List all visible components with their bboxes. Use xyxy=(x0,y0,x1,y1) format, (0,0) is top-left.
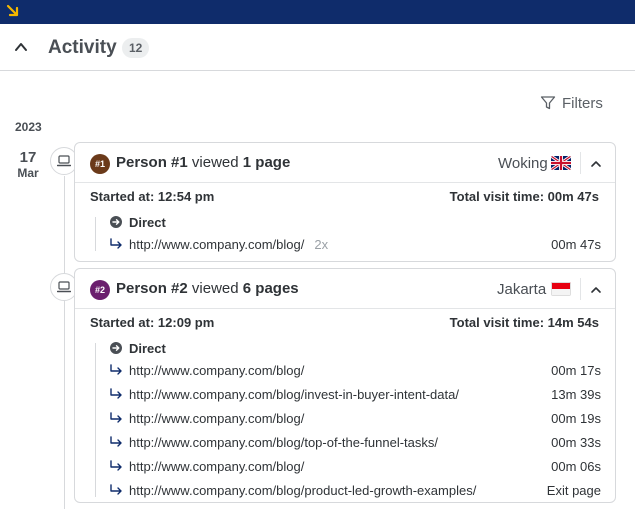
corner-arrow-icon xyxy=(110,460,122,471)
pages-count: 1 page xyxy=(242,154,291,171)
person-avatar-badge: #1 xyxy=(90,154,110,174)
activity-header: Activity 12 xyxy=(0,24,635,71)
page-row: http://www.company.com/blog/2x 00m 47s xyxy=(109,235,601,255)
top-bar xyxy=(0,0,635,24)
laptop-icon xyxy=(57,155,71,167)
person-name: Person #2 xyxy=(116,280,188,297)
timeline-date: 17 Mar xyxy=(14,149,42,180)
arrow-circle-right-icon xyxy=(110,342,122,354)
timeline-day: 17 xyxy=(19,149,37,166)
person-name: Person #1 xyxy=(116,154,188,171)
arrow-down-right-icon[interactable] xyxy=(6,4,20,18)
page-row: http://www.company.com/blog/ 00m 06s xyxy=(109,457,601,477)
page-duration: 00m 06s xyxy=(551,459,601,474)
page-duration: 00m 17s xyxy=(551,363,601,378)
timeline-month: Mar xyxy=(17,166,39,180)
page-list-line xyxy=(95,343,96,497)
visit-city: Jakarta xyxy=(497,281,547,298)
source-label: Direct xyxy=(129,215,166,230)
page-url[interactable]: http://www.company.com/blog/ xyxy=(129,363,305,378)
corner-arrow-icon xyxy=(110,436,122,447)
page-url[interactable]: http://www.company.com/blog/invest-in-bu… xyxy=(129,387,459,402)
visit-card-header[interactable]: #2 Person #2 viewed 6 pages Jakarta xyxy=(75,269,615,309)
source-row: Direct xyxy=(109,213,601,233)
exit-page-label: Exit page xyxy=(546,483,601,498)
visit-card-header[interactable]: #1 Person #1 viewed 1 page Woking xyxy=(75,143,615,183)
visit-summary: Person #1 viewed 1 page xyxy=(116,154,290,171)
visit-verb: viewed xyxy=(191,280,239,297)
visit-city: Woking xyxy=(498,155,548,172)
page-duration: 00m 47s xyxy=(551,237,601,252)
visit-summary: Person #2 viewed 6 pages xyxy=(116,280,299,297)
page-url[interactable]: http://www.company.com/blog/ xyxy=(129,459,305,474)
source-label: Direct xyxy=(129,341,166,356)
uk-flag-icon xyxy=(551,156,571,170)
visit-start: Started at: 12:09 pm xyxy=(90,315,215,330)
page-row: http://www.company.com/blog/top-of-the-f… xyxy=(109,433,601,453)
filters-label: Filters xyxy=(562,94,603,112)
page-url[interactable]: http://www.company.com/blog/2x xyxy=(129,237,329,252)
page-duration: 00m 19s xyxy=(551,411,601,426)
filters-button[interactable]: Filters xyxy=(540,93,603,113)
visit-node xyxy=(50,147,78,175)
visit-verb: viewed xyxy=(191,154,239,171)
laptop-icon xyxy=(57,281,71,293)
visit-card: #1 Person #1 viewed 1 page Woking Starte… xyxy=(74,142,616,262)
visit-start: Started at: 12:54 pm xyxy=(90,189,215,204)
visit-repeat-count: 2x xyxy=(314,237,329,252)
page-duration: 00m 33s xyxy=(551,435,601,450)
corner-arrow-icon xyxy=(110,364,122,375)
timeline-line xyxy=(64,176,65,509)
corner-arrow-icon xyxy=(110,388,122,399)
page-duration: 13m 39s xyxy=(551,387,601,402)
page-row: http://www.company.com/blog/invest-in-bu… xyxy=(109,385,601,405)
visit-card: #2 Person #2 viewed 6 pages Jakarta Star… xyxy=(74,268,616,503)
page-url[interactable]: http://www.company.com/blog/product-led-… xyxy=(129,483,477,498)
arrow-circle-right-icon xyxy=(110,216,122,228)
page-row: http://www.company.com/blog/ 00m 17s xyxy=(109,361,601,381)
chevron-up-icon[interactable] xyxy=(589,283,603,297)
filter-icon xyxy=(540,96,556,110)
person-avatar-badge: #2 xyxy=(90,280,110,300)
corner-arrow-icon xyxy=(110,484,122,495)
page-row: http://www.company.com/blog/ 00m 19s xyxy=(109,409,601,429)
chevron-up-icon[interactable] xyxy=(13,39,29,55)
chevron-up-icon[interactable] xyxy=(589,157,603,171)
page-row: http://www.company.com/blog/product-led-… xyxy=(109,481,601,501)
page-list-line xyxy=(95,217,96,251)
corner-arrow-icon xyxy=(110,238,122,249)
source-row: Direct xyxy=(109,339,601,359)
timeline-year: 2023 xyxy=(15,120,42,134)
page-url[interactable]: http://www.company.com/blog/ xyxy=(129,411,305,426)
activity-count-badge: 12 xyxy=(122,38,150,58)
header-divider xyxy=(580,152,581,174)
header-divider xyxy=(580,278,581,300)
page-url[interactable]: http://www.company.com/blog/top-of-the-f… xyxy=(129,435,439,450)
page-list: Direct http://www.company.com/blog/2x 00… xyxy=(95,213,601,257)
page-list: Direct http://www.company.com/blog/ 00m … xyxy=(95,339,601,499)
indonesia-flag-icon xyxy=(551,282,571,296)
pages-count: 6 pages xyxy=(242,280,299,297)
page-title: Activity xyxy=(48,37,117,58)
visit-total-time: Total visit time: 14m 54s xyxy=(449,315,599,330)
visit-total-time: Total visit time: 00m 47s xyxy=(449,189,599,204)
corner-arrow-icon xyxy=(110,412,122,423)
